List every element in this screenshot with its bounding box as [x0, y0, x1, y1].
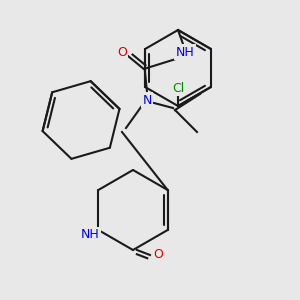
Text: N: N	[142, 94, 152, 106]
Text: NH: NH	[176, 46, 194, 59]
Text: NH: NH	[81, 229, 100, 242]
Text: O: O	[117, 46, 127, 59]
Text: O: O	[153, 248, 163, 262]
Text: Cl: Cl	[172, 82, 184, 94]
